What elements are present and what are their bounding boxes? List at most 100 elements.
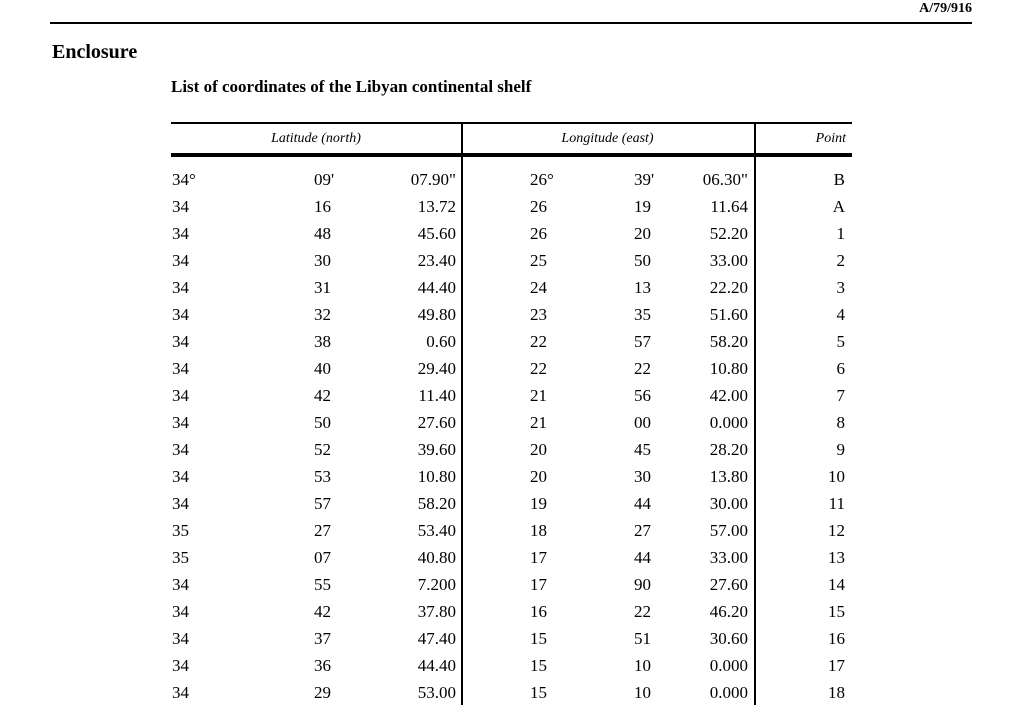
lon-minutes-cell: 35 <box>634 304 651 324</box>
latitude-column-header: Latitude (north) <box>271 130 361 146</box>
lon-degrees-cell: 22 <box>530 358 547 378</box>
lon-seconds-cell: 28.20 <box>709 439 748 459</box>
point-cell: 3 <box>836 277 846 297</box>
lon-seconds-cell: 30.00 <box>709 493 748 513</box>
lat-seconds-cell: 13.72 <box>417 196 456 216</box>
lon-seconds-cell: 10.80 <box>709 358 748 378</box>
lat-degrees-cell: 34° <box>172 169 196 189</box>
table-row: 34 42 11.40 21 56 42.00 7 <box>171 382 852 409</box>
point-cell: 5 <box>836 331 846 351</box>
lon-seconds-cell: 30.60 <box>709 628 748 648</box>
lat-minutes-cell: 07 <box>314 547 331 567</box>
lat-seconds-cell: 45.60 <box>417 223 456 243</box>
lon-degrees-cell: 21 <box>530 412 547 432</box>
lon-seconds-cell: 52.20 <box>709 223 748 243</box>
table-row: 34 42 37.80 16 22 46.20 15 <box>171 598 852 625</box>
lon-seconds-cell: 42.00 <box>709 385 748 405</box>
lat-degrees-cell: 34 <box>172 574 189 594</box>
lat-minutes-cell: 40 <box>314 358 331 378</box>
lat-degrees-cell: 34 <box>172 628 189 648</box>
lat-minutes-cell: 42 <box>314 601 331 621</box>
lon-minutes-cell: 19 <box>634 196 651 216</box>
lon-minutes-cell: 44 <box>634 493 651 513</box>
point-cell: 4 <box>836 304 846 324</box>
point-cell: 18 <box>828 682 845 702</box>
lon-minutes-cell: 90 <box>634 574 651 594</box>
lat-seconds-cell: 7.200 <box>417 574 456 594</box>
lon-seconds-cell: 57.00 <box>709 520 748 540</box>
lon-degrees-cell: 25 <box>530 250 547 270</box>
lon-minutes-cell: 50 <box>634 250 651 270</box>
lon-degrees-cell: 26° <box>530 169 554 189</box>
lat-degrees-cell: 34 <box>172 277 189 297</box>
lat-degrees-cell: 34 <box>172 223 189 243</box>
lat-seconds-cell: 11.40 <box>418 385 456 405</box>
header-underline <box>171 153 852 157</box>
lat-degrees-cell: 34 <box>172 601 189 621</box>
lat-seconds-cell: 53.40 <box>417 520 456 540</box>
lat-minutes-cell: 27 <box>314 520 331 540</box>
lat-degrees-cell: 35 <box>172 547 189 567</box>
document-reference: A/79/916 <box>919 1 972 16</box>
lon-minutes-cell: 56 <box>634 385 651 405</box>
table-row: 34 48 45.60 26 20 52.20 1 <box>171 220 852 247</box>
lon-seconds-cell: 22.20 <box>709 277 748 297</box>
lon-degrees-cell: 19 <box>530 493 547 513</box>
lat-degrees-cell: 34 <box>172 466 189 486</box>
lon-minutes-cell: 22 <box>634 358 651 378</box>
point-cell: B <box>833 169 845 189</box>
lon-minutes-cell: 27 <box>634 520 651 540</box>
lon-seconds-cell: 27.60 <box>709 574 748 594</box>
lon-seconds-cell: 0.000 <box>709 412 748 432</box>
lon-minutes-cell: 57 <box>634 331 651 351</box>
lon-minutes-cell: 51 <box>634 628 651 648</box>
lat-minutes-cell: 16 <box>314 196 331 216</box>
lon-degrees-cell: 15 <box>530 655 547 675</box>
lat-degrees-cell: 34 <box>172 439 189 459</box>
lat-seconds-cell: 53.00 <box>417 682 456 702</box>
lon-seconds-cell: 13.80 <box>709 466 748 486</box>
lon-degrees-cell: 17 <box>530 574 547 594</box>
lat-seconds-cell: 37.80 <box>417 601 456 621</box>
lon-degrees-cell: 23 <box>530 304 547 324</box>
lat-minutes-cell: 09' <box>314 169 335 189</box>
point-cell: 2 <box>836 250 846 270</box>
lat-degrees-cell: 34 <box>172 196 189 216</box>
lon-seconds-cell: 11.64 <box>710 196 748 216</box>
lat-seconds-cell: 39.60 <box>417 439 456 459</box>
lat-minutes-cell: 57 <box>314 493 331 513</box>
table-row: 34 38 0.60 22 57 58.20 5 <box>171 328 852 355</box>
lat-degrees-cell: 34 <box>172 412 189 432</box>
lon-degrees-cell: 15 <box>530 628 547 648</box>
lat-seconds-cell: 44.40 <box>417 655 456 675</box>
lat-seconds-cell: 07.90" <box>410 169 456 189</box>
point-cell: 13 <box>828 547 845 567</box>
lon-degrees-cell: 20 <box>530 466 547 486</box>
lat-degrees-cell: 34 <box>172 682 189 702</box>
lon-seconds-cell: 58.20 <box>709 331 748 351</box>
point-cell: 1 <box>836 223 846 243</box>
lat-seconds-cell: 49.80 <box>417 304 456 324</box>
table-row: 34 57 58.20 19 44 30.00 11 <box>171 490 852 517</box>
longitude-column-header: Longitude (east) <box>561 130 654 146</box>
lat-minutes-cell: 50 <box>314 412 331 432</box>
point-cell: A <box>832 196 845 216</box>
table-row: 34 53 10.80 20 30 13.80 10 <box>171 463 852 490</box>
lat-minutes-cell: 30 <box>314 250 331 270</box>
lon-degrees-cell: 26 <box>530 223 547 243</box>
lon-degrees-cell: 24 <box>530 277 547 297</box>
lon-minutes-cell: 10 <box>634 655 651 675</box>
table-row: 34° 09' 07.90" 26° 39' 06.30" B <box>171 166 852 193</box>
lat-degrees-cell: 35 <box>172 520 189 540</box>
table-row: 34 52 39.60 20 45 28.20 9 <box>171 436 852 463</box>
lon-degrees-cell: 18 <box>530 520 547 540</box>
lon-degrees-cell: 22 <box>530 331 547 351</box>
point-cell: 17 <box>828 655 845 675</box>
lat-degrees-cell: 34 <box>172 304 189 324</box>
point-cell: 16 <box>828 628 845 648</box>
table-title: List of coordinates of the Libyan contin… <box>171 77 532 96</box>
point-cell: 15 <box>828 601 845 621</box>
lon-degrees-cell: 17 <box>530 547 547 567</box>
lat-seconds-cell: 44.40 <box>417 277 456 297</box>
table-body: 34° 09' 07.90" 26° 39' 06.30" B 34 16 13.72 26 19 11… <box>171 157 852 706</box>
